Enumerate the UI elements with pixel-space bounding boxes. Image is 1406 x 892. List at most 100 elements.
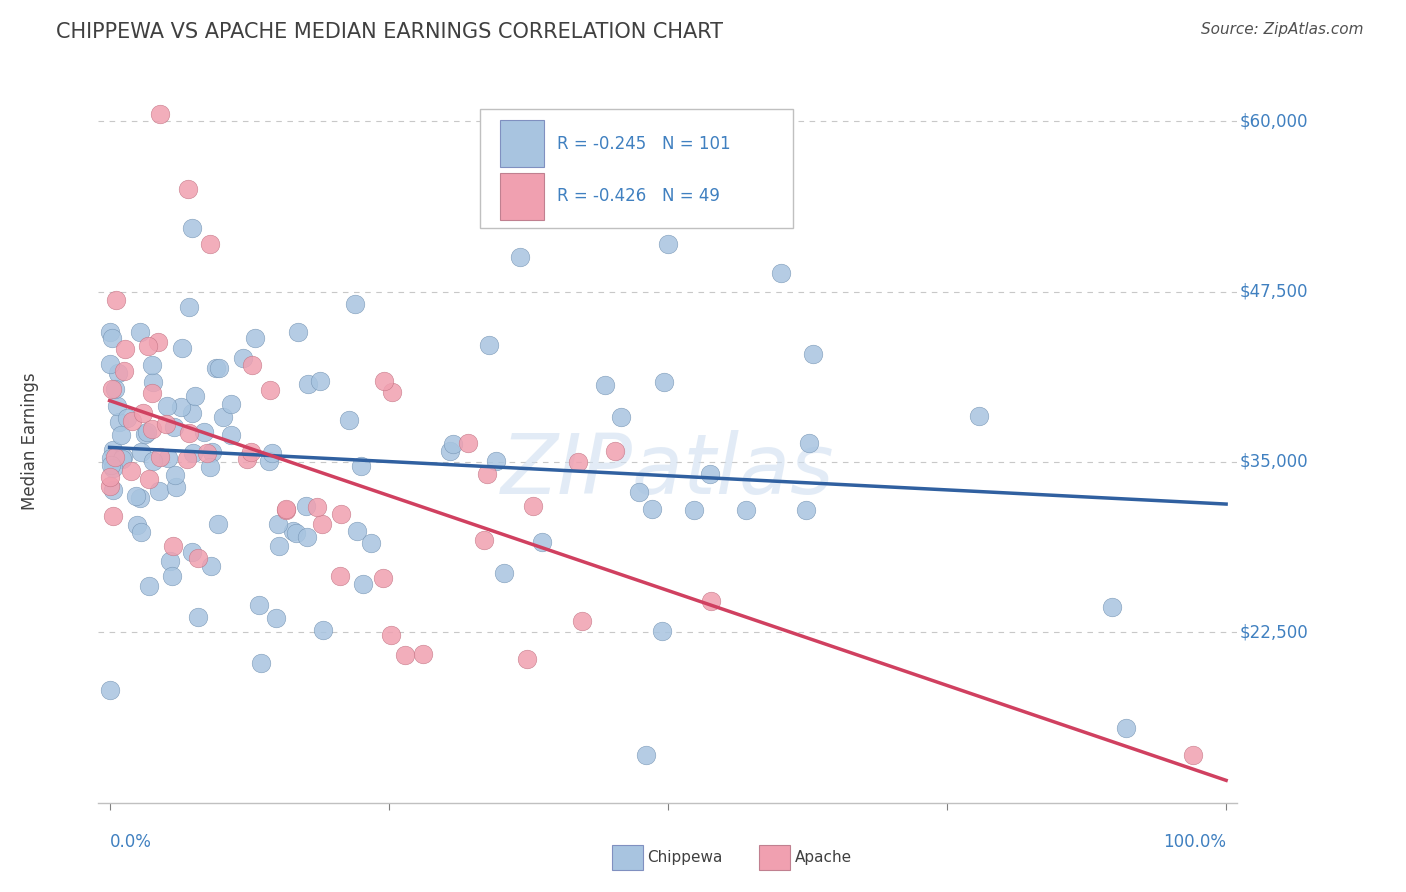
Point <box>247 598 270 612</box>
Point <box>101 483 124 497</box>
Point <box>200 558 222 573</box>
Point <box>165 480 187 494</box>
Point <box>141 385 163 400</box>
Point <box>262 445 284 459</box>
Point <box>350 459 373 474</box>
Point <box>700 593 723 607</box>
Point <box>478 338 501 352</box>
Point <box>177 425 200 440</box>
Point <box>305 500 328 515</box>
Point <box>797 435 820 450</box>
Point <box>769 266 792 280</box>
Point <box>509 250 531 264</box>
Point <box>212 410 235 425</box>
Point <box>180 405 202 419</box>
Point <box>121 414 143 428</box>
Point <box>148 483 170 498</box>
Point <box>295 530 318 544</box>
Point <box>593 377 616 392</box>
Point <box>567 455 589 469</box>
Point <box>198 459 221 474</box>
Point <box>627 485 650 500</box>
Point <box>571 615 593 629</box>
Point <box>156 399 179 413</box>
Point <box>142 454 165 468</box>
Point <box>287 325 309 339</box>
Point <box>148 334 170 349</box>
Point <box>177 300 200 314</box>
Point <box>274 503 297 517</box>
Text: $35,000: $35,000 <box>1240 453 1308 471</box>
Point <box>330 507 353 521</box>
Point <box>309 374 332 388</box>
Point <box>170 341 193 355</box>
Point <box>162 569 184 583</box>
Point <box>371 571 394 585</box>
Point <box>312 624 335 638</box>
Point <box>204 360 226 375</box>
Point <box>112 450 135 464</box>
Bar <box>501 120 544 167</box>
Point <box>1115 721 1137 735</box>
Point <box>128 491 150 505</box>
Point <box>163 420 186 434</box>
Point <box>530 534 553 549</box>
Point <box>187 550 209 565</box>
Text: CHIPPEWA VS APACHE MEDIAN EARNINGS CORRELATION CHART: CHIPPEWA VS APACHE MEDIAN EARNINGS CORRE… <box>56 22 723 42</box>
Point <box>274 502 297 516</box>
Point <box>969 409 991 424</box>
Point <box>412 648 434 662</box>
Point <box>111 452 134 467</box>
Point <box>794 503 817 517</box>
Point <box>141 358 163 372</box>
Point <box>441 437 464 451</box>
Point <box>245 331 267 345</box>
Point <box>149 107 172 121</box>
Point <box>294 500 316 514</box>
Point <box>104 450 127 465</box>
Text: Median Earnings: Median Earnings <box>21 373 39 510</box>
Point <box>132 406 155 420</box>
Point <box>634 748 657 763</box>
Point <box>114 342 136 356</box>
Point <box>735 503 758 517</box>
Point <box>149 450 172 464</box>
Point <box>652 375 675 389</box>
Point <box>163 467 186 482</box>
Point <box>125 489 148 503</box>
Point <box>103 460 125 475</box>
Text: R = -0.245   N = 101: R = -0.245 N = 101 <box>557 135 731 153</box>
Text: $47,500: $47,500 <box>1240 283 1308 301</box>
Point <box>201 445 224 459</box>
Point <box>235 452 257 467</box>
Point <box>159 554 181 568</box>
Point <box>100 478 122 492</box>
Point <box>115 410 138 425</box>
Point <box>197 446 219 460</box>
Point <box>1181 748 1204 763</box>
Point <box>285 525 308 540</box>
Point <box>492 566 515 580</box>
Point <box>457 436 479 450</box>
Point <box>360 535 382 549</box>
Point <box>107 367 129 381</box>
Point <box>177 182 200 196</box>
Point <box>567 196 589 211</box>
Point <box>373 374 395 388</box>
Point <box>187 609 209 624</box>
Point <box>311 517 333 532</box>
Point <box>108 415 131 429</box>
Point <box>134 427 156 442</box>
Point <box>610 410 633 425</box>
Point <box>651 624 673 638</box>
Point <box>257 453 280 467</box>
Point <box>264 610 287 624</box>
Text: R = -0.426   N = 49: R = -0.426 N = 49 <box>557 187 720 205</box>
Point <box>641 501 664 516</box>
Point <box>240 445 263 459</box>
Point <box>343 296 366 310</box>
Text: Apache: Apache <box>794 850 852 864</box>
Point <box>699 467 721 481</box>
Point <box>100 331 122 345</box>
Point <box>129 445 152 459</box>
